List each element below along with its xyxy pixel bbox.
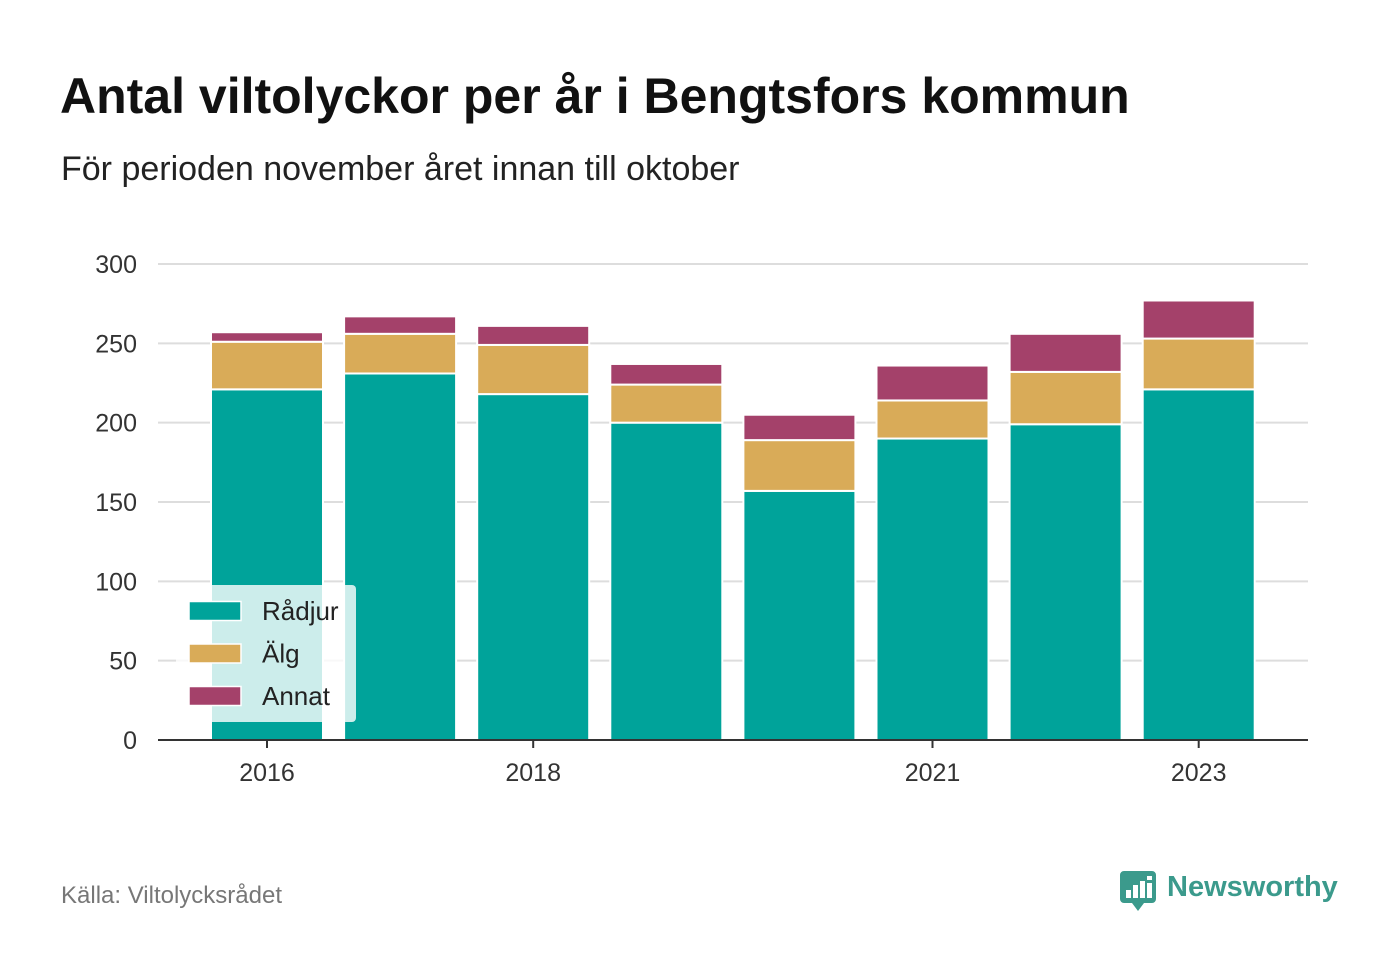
bar-segment-radjur-2022 [1008, 423, 1123, 741]
y-tick-label: 250 [95, 330, 137, 358]
legend-label-alg: Älg [262, 639, 300, 669]
bar-segment-alg-2017 [343, 332, 458, 375]
y-tick-label: 200 [95, 410, 137, 438]
y-tick-label: 150 [95, 489, 137, 517]
page-title: Antal viltolyckor per år i Bengtsfors ko… [60, 68, 1130, 124]
bar-segment-alg-2021 [875, 399, 990, 440]
bar-segment-radjur-2019 [609, 421, 724, 741]
bar-segment-alg-2020 [742, 439, 857, 492]
bar-segment-annat-2017 [343, 315, 458, 335]
page-subtitle: För perioden november året innan till ok… [61, 150, 740, 188]
bar-segment-radjur-2023 [1141, 388, 1256, 741]
x-tick-label: 2021 [905, 759, 961, 787]
bar-segment-annat-2021 [875, 364, 990, 402]
bar-segment-alg-2016 [210, 340, 324, 391]
bar-segment-annat-2019 [609, 362, 724, 386]
bar-segment-radjur-2021 [875, 437, 990, 741]
legend-swatch-annat [188, 685, 242, 707]
bar-segment-radjur-2020 [742, 489, 857, 742]
legend-label-annat: Annat [262, 681, 331, 711]
y-axis: 0 50 100 150 200 250 300 [95, 251, 137, 755]
bar-segment-annat-2018 [476, 324, 591, 346]
bar-segment-annat-2020 [742, 413, 857, 442]
bar-segment-alg-2019 [609, 383, 724, 424]
bar-segment-radjur-2018 [476, 393, 591, 741]
bar-segment-annat-2023 [1141, 299, 1256, 340]
bar-segment-alg-2018 [476, 343, 591, 396]
bars [210, 299, 1256, 742]
brand-name: Newsworthy [1167, 871, 1338, 903]
x-axis: 2016 2018 2021 2023 [158, 739, 1308, 787]
y-tick-label: 100 [95, 568, 137, 596]
bar-segment-alg-2023 [1141, 337, 1256, 391]
bar-segment-alg-2022 [1008, 370, 1123, 426]
bar-segment-radjur-2017 [343, 372, 458, 741]
y-tick-label: 300 [95, 251, 137, 279]
newsworthy-logo-icon [1120, 871, 1156, 911]
bar-segment-annat-2016 [210, 331, 324, 343]
legend-label-radjur: Rådjur [262, 596, 339, 626]
legend-swatch-alg [188, 643, 242, 664]
x-tick-label: 2016 [239, 759, 295, 787]
source-note: Källa: Viltolycksrådet [61, 882, 282, 909]
x-tick-label: 2023 [1171, 759, 1227, 787]
y-tick-label: 0 [123, 727, 137, 755]
y-tick-label: 50 [109, 648, 137, 676]
legend: Rådjur Älg Annat [176, 585, 356, 722]
x-tick-label: 2018 [505, 759, 561, 787]
legend-swatch-radjur [188, 600, 242, 622]
bar-segment-annat-2022 [1008, 332, 1123, 373]
